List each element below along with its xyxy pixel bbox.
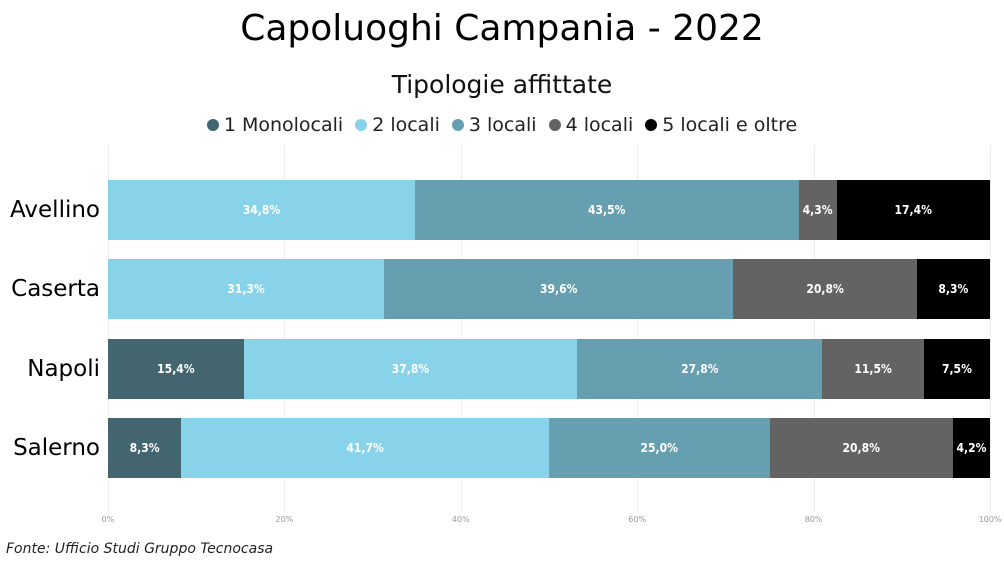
legend: 1 Monolocali 2 locali 3 locali 4 locali 5 lo…: [0, 114, 1004, 136]
chart-subtitle: Tipologie affittate: [391, 70, 613, 99]
gridline: [284, 145, 286, 512]
legend-label: 5 locali e oltre: [662, 114, 798, 136]
category-label: Avellino: [10, 197, 100, 223]
bar-segment[interactable]: 27,8%: [577, 339, 823, 399]
bar-segment[interactable]: 7,5%: [923, 339, 990, 399]
bar-segment[interactable]: 34,8%: [108, 180, 415, 240]
legend-marker-icon: [206, 119, 219, 131]
bar-segment[interactable]: 37,8%: [243, 339, 578, 399]
gridline: [990, 145, 991, 512]
legend-item[interactable]: 1 Monolocali: [206, 114, 344, 136]
bar-segment[interactable]: 31,3%: [108, 259, 385, 319]
bar-segment[interactable]: 43,5%: [414, 180, 799, 240]
category-label: Caserta: [11, 276, 100, 302]
legend-item[interactable]: 2 locali: [355, 114, 440, 136]
bar-segment[interactable]: 17,4%: [836, 180, 990, 240]
x-tick-label: 0%: [101, 515, 115, 524]
legend-label: 2 locali: [372, 114, 440, 136]
bar-segment[interactable]: 41,7%: [181, 418, 549, 478]
bar-segment[interactable]: 39,6%: [384, 259, 734, 319]
gridline: [108, 145, 109, 512]
gridline: [460, 145, 462, 512]
source-note: Fonte: Ufficio Studi Gruppo Tecnocasa: [6, 541, 274, 557]
legend-marker-icon: [548, 119, 561, 131]
bar-segment[interactable]: 20,8%: [733, 259, 917, 319]
x-tick-label: 80%: [804, 515, 823, 524]
legend-item[interactable]: 5 locali e oltre: [645, 114, 797, 136]
legend-item[interactable]: 4 locali: [548, 114, 634, 136]
bar-segment[interactable]: 11,5%: [822, 339, 924, 399]
bar-segment[interactable]: 25,0%: [549, 418, 770, 478]
legend-marker-icon: [355, 119, 368, 131]
bar-segment[interactable]: 8,3%: [916, 259, 990, 319]
bar-segment[interactable]: 4,2%: [952, 418, 990, 478]
legend-item[interactable]: 3 locali: [451, 114, 537, 136]
gridline: [637, 145, 639, 512]
bar-segment[interactable]: 20,8%: [769, 418, 953, 478]
x-tick-label: 60%: [628, 515, 647, 524]
legend-marker-icon: [645, 119, 658, 131]
bar-segment[interactable]: 8,3%: [108, 418, 182, 478]
category-label: Napoli: [27, 356, 100, 382]
bar-segment[interactable]: 4,3%: [798, 180, 837, 240]
legend-label: 1 Monolocali: [223, 114, 344, 136]
bar-segment[interactable]: 15,4%: [108, 339, 244, 399]
legend-label: 3 locali: [468, 114, 537, 136]
legend-marker-icon: [451, 119, 464, 131]
x-tick-label: 100%: [978, 515, 1002, 524]
category-label: Salerno: [13, 435, 100, 461]
x-tick-label: 40%: [451, 515, 470, 524]
gridline: [813, 145, 815, 512]
chart-title: Capoluoghi Campania - 2022: [240, 8, 764, 49]
x-tick-label: 20%: [275, 515, 294, 524]
legend-label: 4 locali: [565, 114, 634, 136]
